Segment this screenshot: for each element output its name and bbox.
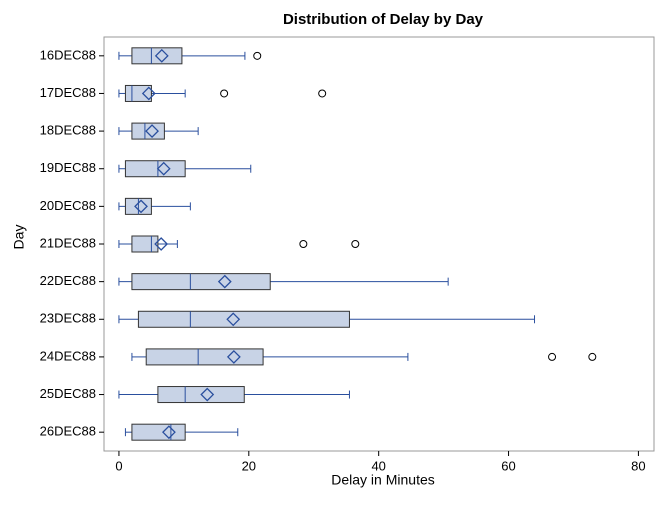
outlier (588, 352, 597, 361)
x-tick-label: 20 (242, 458, 256, 473)
y-tick-label: 19DEC88 (40, 160, 96, 175)
y-tick-label: 16DEC88 (40, 47, 96, 62)
x-tick-label: 60 (501, 458, 515, 473)
x-axis-label: Delay in Minutes (331, 472, 435, 488)
mean (154, 48, 169, 63)
box (131, 122, 165, 140)
y-tick-label: 20DEC88 (40, 198, 96, 213)
mean (134, 199, 148, 214)
mean (162, 425, 176, 440)
x-tick-label: 40 (371, 458, 385, 473)
chart-title: Distribution of Delay by Day (283, 11, 484, 28)
x-tick-label: 80 (631, 458, 645, 473)
box (131, 273, 271, 291)
mean (217, 274, 232, 289)
mean (141, 86, 156, 101)
y-tick-label: 25DEC88 (40, 386, 96, 401)
y-axis-label: Day (11, 225, 27, 250)
y-tick-label: 17DEC88 (40, 85, 96, 100)
y-tick-label: 22DEC88 (40, 273, 96, 288)
outlier (299, 240, 308, 248)
outlier (318, 89, 327, 98)
outlier (351, 240, 360, 248)
mean (145, 124, 159, 139)
mean (154, 237, 169, 251)
outlier (220, 89, 229, 98)
box (124, 160, 186, 178)
box (131, 423, 186, 441)
y-tick-label: 18DEC88 (40, 123, 96, 138)
y-tick-label: 21DEC88 (40, 235, 96, 250)
y-tick-label: 26DEC88 (40, 424, 96, 439)
box (145, 348, 264, 366)
y-tick-label: 24DEC88 (40, 348, 96, 363)
outlier (548, 352, 557, 361)
box (131, 235, 159, 253)
box (137, 310, 350, 328)
x-tick-label: 0 (115, 458, 122, 473)
box (131, 47, 183, 65)
mean (226, 312, 241, 327)
mean (200, 387, 215, 402)
mean (156, 161, 171, 176)
mean (226, 349, 241, 364)
y-tick-label: 23DEC88 (40, 311, 96, 326)
outlier (253, 51, 262, 60)
